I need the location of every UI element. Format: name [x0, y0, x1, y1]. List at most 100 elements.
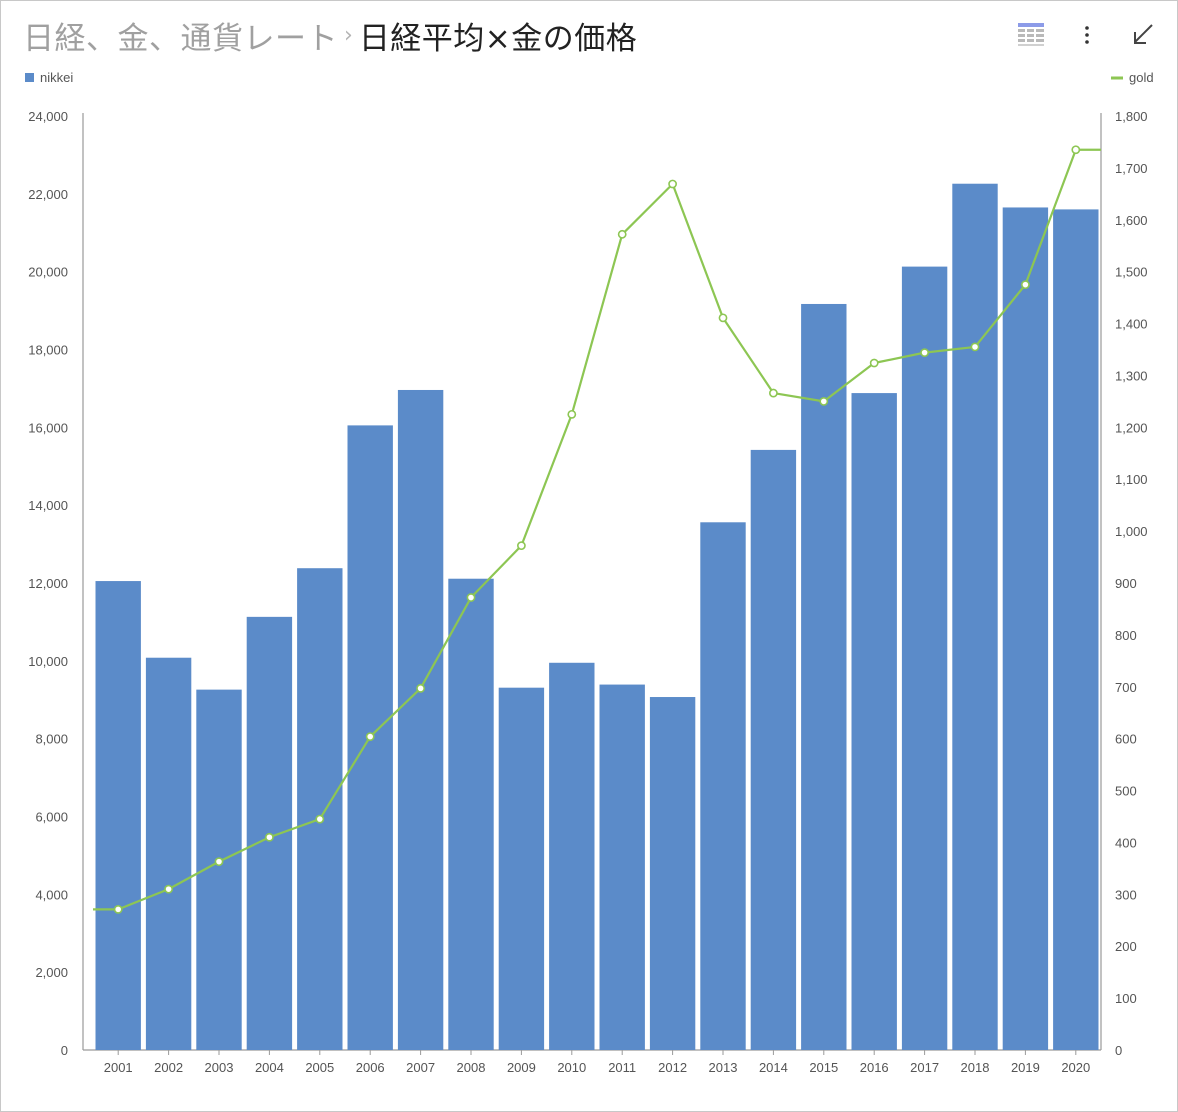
collapse-button[interactable] [1127, 19, 1159, 51]
y-left-tick-label: 18,000 [28, 343, 68, 358]
more-vert-icon [1085, 26, 1089, 44]
collapse-arrow-icon [1134, 24, 1153, 44]
gold-point-2010 [567, 409, 577, 419]
gold-point-2006 [365, 732, 375, 741]
gold-point-2008 [466, 593, 476, 602]
gold-point-2009 [517, 541, 526, 551]
gold-line [93, 145, 1101, 914]
table-view-button[interactable] [1015, 19, 1047, 51]
bar-nikkei-2001 [95, 581, 141, 1050]
y-left-tick-label: 6,000 [35, 810, 68, 825]
bar-nikkei-2007 [397, 389, 444, 1050]
bar-nikkei-2010 [549, 662, 595, 1050]
gold-point-2016 [869, 358, 879, 368]
y-right-tick-label: 0 [1115, 1043, 1122, 1058]
x-tick-label: 2009 [507, 1060, 536, 1075]
gold-point-2011 [617, 229, 627, 239]
y-left-tick-label: 16,000 [28, 420, 68, 435]
breadcrumb-link[interactable]: 日経、金、通貨レート [23, 20, 338, 57]
x-tick-label: 2008 [457, 1060, 486, 1075]
y-left-tick-label: 20,000 [28, 265, 68, 280]
x-tick-label: 2019 [1011, 1060, 1040, 1075]
gold-point-2005 [315, 814, 325, 824]
bar-nikkei-2016 [851, 393, 897, 1050]
y-right-tick-label: 1,800 [1115, 109, 1148, 124]
bar-nikkei-2008 [448, 578, 494, 1050]
bar-nikkei-2011 [599, 684, 645, 1050]
nikkei-bars [95, 183, 1099, 1051]
card-header: 日経、金、通貨レート › 日経平均×金の価格 [23, 13, 637, 57]
y-left-tick-label: 8,000 [35, 732, 68, 747]
x-tick-label: 2014 [759, 1060, 788, 1075]
table-view-icon [1018, 23, 1044, 46]
x-tick-label: 2003 [205, 1060, 234, 1075]
bar-nikkei-2017 [901, 266, 948, 1050]
y-right-tick-label: 1,200 [1115, 420, 1148, 435]
y-right-tick-label: 1,600 [1115, 213, 1148, 228]
y-right-tick-label: 900 [1115, 576, 1137, 591]
gold-point-2007 [416, 683, 425, 693]
x-tick-label: 2005 [305, 1060, 334, 1075]
x-tick-label: 2016 [860, 1060, 889, 1075]
gold-point-2019 [1021, 280, 1030, 290]
legend-nikkei-label: nikkei [40, 70, 73, 85]
x-tick-label: 2020 [1061, 1060, 1090, 1075]
bar-nikkei-2019 [1002, 207, 1049, 1050]
y-left-tick-label: 0 [61, 1043, 68, 1058]
bar-nikkei-2018 [952, 183, 998, 1051]
y-right-tick-label: 1,700 [1115, 161, 1148, 176]
bar-nikkei-2015 [801, 303, 847, 1050]
y-left-tick-label: 14,000 [28, 498, 68, 513]
combo-chart: nikkei gold 0 2,000 4,000 6,000 8,000 10,000 12… [25, 70, 1154, 1075]
bar-nikkei-2012 [649, 697, 696, 1050]
y-right-tick-label: 1,500 [1115, 265, 1148, 280]
x-tick-label: 2012 [658, 1060, 687, 1075]
gold-point-2018 [970, 342, 980, 352]
gold-point-2013 [718, 313, 728, 323]
y-right-tick-label: 1,300 [1115, 368, 1148, 383]
x-tick-label: 2015 [809, 1060, 838, 1075]
y-left-tick-label: 4,000 [35, 887, 68, 902]
y-right-tick-label: 200 [1115, 939, 1137, 954]
x-tick-label: 2011 [608, 1060, 636, 1075]
gold-point-2020 [1071, 145, 1081, 155]
y-left-tick-label: 12,000 [28, 576, 68, 591]
y-right-tick-label: 700 [1115, 680, 1137, 695]
bar-nikkei-2002 [145, 657, 192, 1050]
x-tick-label: 2013 [709, 1060, 738, 1075]
x-tick-label: 2010 [557, 1060, 586, 1075]
x-tick-label: 2006 [356, 1060, 385, 1075]
y-right-tick-label: 500 [1115, 784, 1137, 799]
y-right-tick-label: 300 [1115, 887, 1137, 902]
x-tick-label: 2004 [255, 1060, 284, 1075]
legend-nikkei-marker [25, 73, 34, 82]
gold-point-2004 [264, 832, 274, 842]
gold-line-path [93, 148, 1101, 911]
x-tick-label: 2018 [961, 1060, 990, 1075]
y-right-tick-label: 1,100 [1115, 472, 1148, 487]
y-right-tick-label: 800 [1115, 628, 1137, 643]
y-left-tick-label: 2,000 [35, 965, 68, 980]
more-options-button[interactable] [1071, 19, 1103, 51]
x-tick-label: 2017 [910, 1060, 939, 1075]
gold-point-2014 [769, 388, 778, 398]
gold-point-2003 [214, 857, 224, 867]
y-left-tick-label: 24,000 [28, 109, 68, 124]
y-left-tick-label: 22,000 [28, 187, 68, 202]
y-right-tick-label: 600 [1115, 732, 1137, 747]
y-left-tick-label: 10,000 [28, 654, 68, 669]
x-tick-label: 2002 [154, 1060, 183, 1075]
page-title: 日経平均×金の価格 [358, 20, 638, 57]
gold-point-2015 [819, 396, 829, 406]
y-right-tick-label: 1,000 [1115, 524, 1148, 539]
bar-nikkei-2014 [750, 449, 797, 1050]
y-right-tick-label: 100 [1115, 991, 1137, 1006]
bar-nikkei-2009 [498, 687, 545, 1050]
legend: nikkei gold [25, 70, 1154, 85]
y-right-tick-label: 400 [1115, 835, 1137, 850]
breadcrumb-separator-icon: › [344, 22, 353, 48]
bar-nikkei-2013 [700, 522, 746, 1050]
legend-gold-label: gold [1129, 70, 1154, 85]
y-right-tick-label: 1,400 [1115, 317, 1148, 332]
